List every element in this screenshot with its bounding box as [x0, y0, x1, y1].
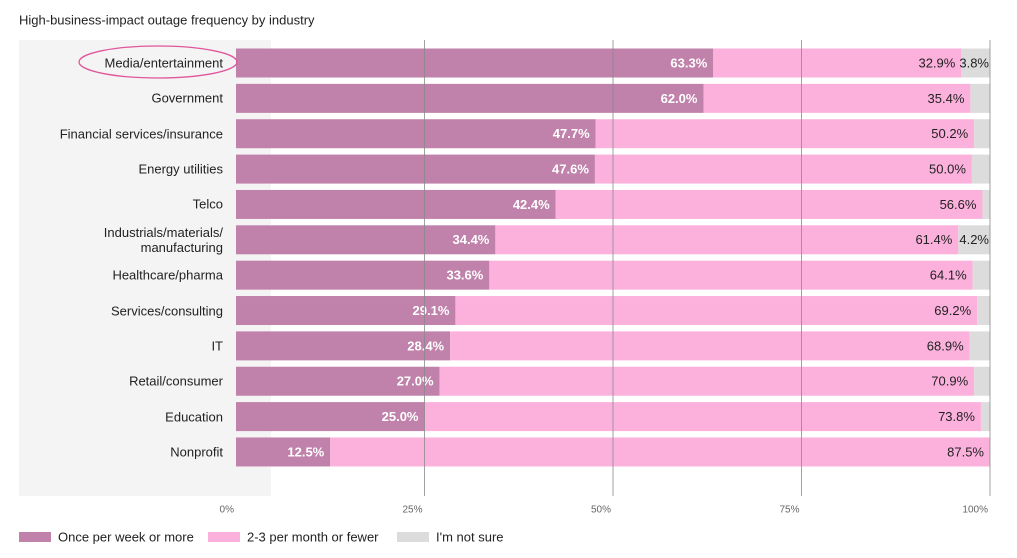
bar-segment	[971, 154, 990, 184]
category-label: Energy utilities	[138, 161, 223, 177]
value-label: 29.1%	[413, 303, 450, 318]
bar-segment	[236, 331, 451, 361]
value-label: 34.4%	[453, 232, 490, 247]
legend-swatch	[19, 532, 51, 542]
bar-segment	[439, 366, 975, 396]
category-label: Media/entertainment	[104, 55, 223, 71]
value-label: 63.3%	[670, 55, 707, 70]
category-label: Financial services/insurance	[59, 126, 223, 142]
x-tick-label: 50%	[591, 505, 611, 516]
bar-segment	[495, 225, 959, 255]
legend-swatch	[208, 532, 240, 542]
value-label: 35.4%	[928, 91, 965, 106]
bar-segment	[424, 402, 981, 432]
bar-segment	[455, 296, 978, 326]
value-label: 61.4%	[915, 232, 952, 247]
bar-segment	[236, 402, 425, 432]
bar-segment	[330, 437, 990, 467]
bar-segment	[555, 189, 983, 219]
value-label: 73.8%	[938, 409, 975, 424]
x-tick-label: 25%	[402, 505, 422, 516]
bar-segment	[236, 119, 596, 149]
bar-segment	[450, 331, 970, 361]
value-label: 64.1%	[930, 268, 967, 283]
bar-segment	[236, 83, 704, 113]
bar-segment	[961, 48, 990, 78]
value-label: 47.6%	[552, 162, 589, 177]
category-label: Telco	[192, 196, 223, 212]
value-label: 4.2%	[959, 232, 989, 247]
bar-segment	[489, 260, 973, 290]
bar-segment	[236, 189, 556, 219]
bar-segment	[977, 296, 990, 326]
category-label: Healthcare/pharma	[112, 267, 223, 283]
bar-segment	[713, 48, 962, 78]
x-tick-label: 0%	[220, 505, 235, 516]
bar-segment	[236, 296, 456, 326]
bar-segment	[236, 260, 490, 290]
value-label: 68.9%	[927, 338, 964, 353]
value-label: 47.7%	[553, 126, 590, 141]
label-panel	[19, 40, 271, 496]
legend-label: I'm not sure	[436, 529, 504, 544]
bar-segment	[236, 48, 714, 78]
category-label: Industrials/materials/ manufacturing	[103, 224, 223, 255]
bar-segment	[974, 119, 990, 149]
value-label: 62.0%	[661, 91, 698, 106]
value-label: 32.9%	[918, 55, 955, 70]
value-label: 27.0%	[397, 374, 434, 389]
value-label: 87.5%	[947, 444, 984, 459]
bar-segment	[595, 119, 975, 149]
value-label: 70.9%	[931, 374, 968, 389]
bar-segment	[236, 225, 496, 255]
value-label: 28.4%	[407, 338, 444, 353]
category-label: Nonprofit	[170, 444, 223, 460]
category-label: Government	[151, 90, 223, 106]
bar-segment	[703, 83, 971, 113]
value-label: 25.0%	[382, 409, 419, 424]
value-label: 69.2%	[934, 303, 971, 318]
value-label: 33.6%	[446, 268, 483, 283]
category-label: Education	[165, 409, 223, 425]
value-label: 42.4%	[513, 197, 550, 212]
bar-segment	[236, 366, 440, 396]
bar-segment	[974, 366, 990, 396]
bar-segment	[958, 225, 990, 255]
category-label: IT	[211, 338, 223, 354]
legend-swatch	[397, 532, 429, 542]
legend-label: Once per week or more	[58, 529, 194, 544]
bar-segment	[236, 154, 595, 184]
highlight-circle	[78, 45, 238, 79]
bar-segment	[236, 437, 331, 467]
bar-segment	[969, 331, 990, 361]
value-label: 50.0%	[929, 162, 966, 177]
bar-segment	[980, 402, 990, 432]
value-label: 3.8%	[959, 55, 989, 70]
category-label: Services/consulting	[111, 303, 223, 319]
bar-segment	[982, 189, 990, 219]
chart-title: High-business-impact outage frequency by…	[19, 12, 315, 27]
x-tick-label: 100%	[962, 505, 988, 516]
legend-label: 2-3 per month or fewer	[247, 529, 379, 544]
value-label: 56.6%	[940, 197, 977, 212]
value-label: 50.2%	[931, 126, 968, 141]
category-label: Retail/consumer	[129, 373, 223, 389]
bar-segment	[970, 83, 990, 113]
bar-segment	[972, 260, 990, 290]
x-tick-label: 75%	[779, 505, 799, 516]
value-label: 12.5%	[287, 444, 324, 459]
bar-segment	[594, 154, 972, 184]
